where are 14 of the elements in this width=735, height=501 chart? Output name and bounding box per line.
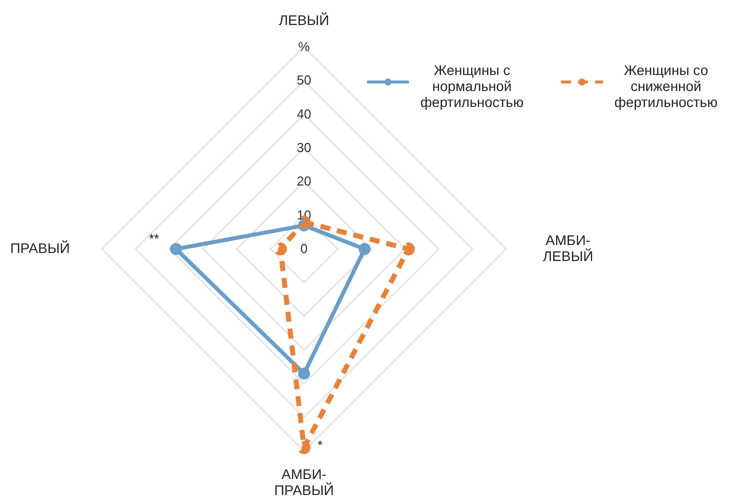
text: * xyxy=(317,438,323,453)
text: Женщины со сниженной фертильностью xyxy=(613,62,719,110)
text: ** xyxy=(149,231,160,246)
spoke-label: ЛЕВЫЙ xyxy=(278,12,330,28)
y-tick-label: 50 xyxy=(296,72,312,88)
text: Женщины с нормальной фертильностью xyxy=(419,62,525,110)
y-tick-label: 20 xyxy=(296,174,312,189)
y-tick-label: 30 xyxy=(296,140,312,155)
y-tick-label: 0 xyxy=(300,241,308,256)
y-tick-label: % xyxy=(298,39,310,54)
spoke-label: АМБИ-ПРАВЫЙ xyxy=(274,466,334,498)
spoke-label: ПРАВЫЙ xyxy=(10,240,70,256)
spoke-label: АМБИ-ЛЕВЫЙ xyxy=(542,232,594,264)
y-tick-label: 40 xyxy=(296,106,312,122)
